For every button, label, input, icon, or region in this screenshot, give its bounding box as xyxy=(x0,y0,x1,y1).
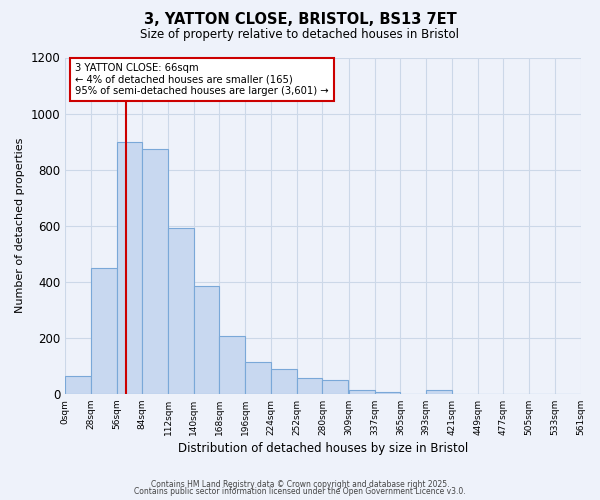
Text: Contains public sector information licensed under the Open Government Licence v3: Contains public sector information licen… xyxy=(134,487,466,496)
Bar xyxy=(375,392,400,394)
Bar xyxy=(349,390,375,394)
Text: Contains HM Land Registry data © Crown copyright and database right 2025.: Contains HM Land Registry data © Crown c… xyxy=(151,480,449,489)
Bar xyxy=(194,286,220,394)
Bar xyxy=(220,336,245,394)
Bar xyxy=(296,378,322,394)
Bar xyxy=(168,228,194,394)
Bar xyxy=(271,369,296,394)
Bar xyxy=(322,380,348,394)
Text: 3 YATTON CLOSE: 66sqm
← 4% of detached houses are smaller (165)
95% of semi-deta: 3 YATTON CLOSE: 66sqm ← 4% of detached h… xyxy=(76,62,329,96)
Bar xyxy=(245,362,271,394)
Bar xyxy=(142,148,168,394)
Bar xyxy=(65,376,91,394)
Bar xyxy=(91,268,116,394)
Bar xyxy=(426,390,452,394)
X-axis label: Distribution of detached houses by size in Bristol: Distribution of detached houses by size … xyxy=(178,442,468,455)
Text: Size of property relative to detached houses in Bristol: Size of property relative to detached ho… xyxy=(140,28,460,41)
Bar xyxy=(116,142,142,394)
Text: 3, YATTON CLOSE, BRISTOL, BS13 7ET: 3, YATTON CLOSE, BRISTOL, BS13 7ET xyxy=(143,12,457,28)
Y-axis label: Number of detached properties: Number of detached properties xyxy=(15,138,25,314)
